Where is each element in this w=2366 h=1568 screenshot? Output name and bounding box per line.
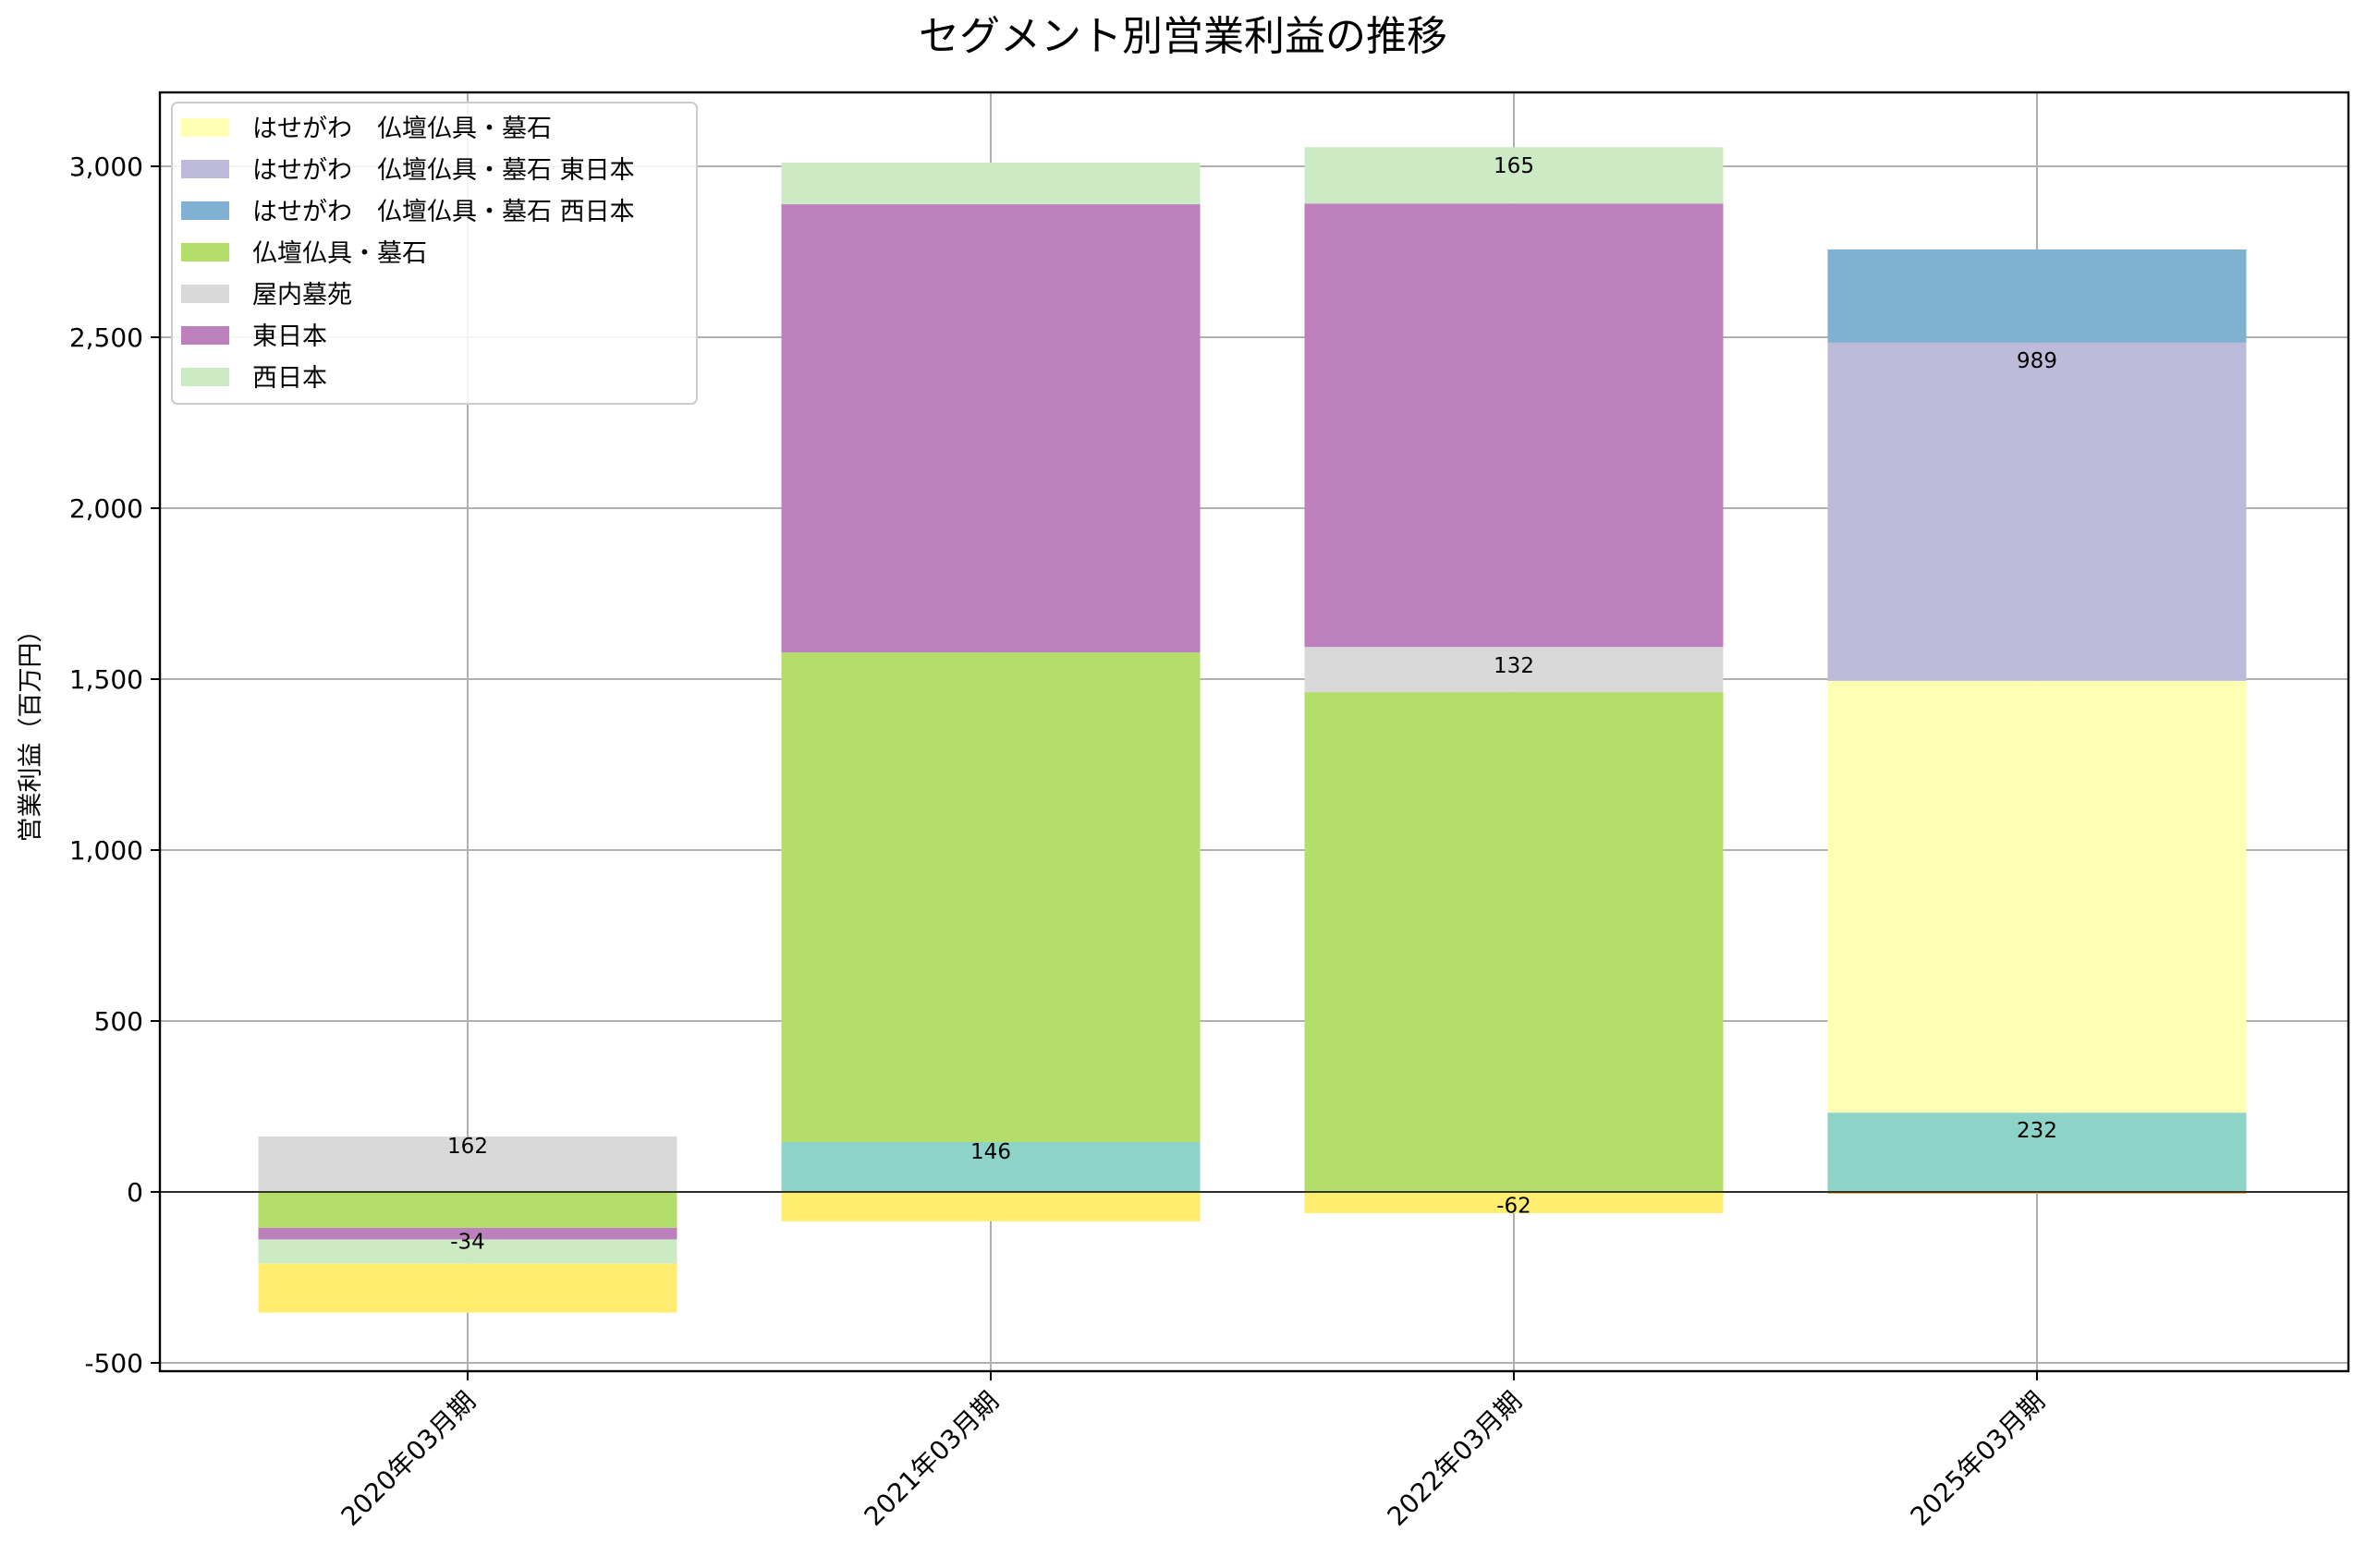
bar-segment (1304, 203, 1724, 648)
bar-value-label: 132 (1494, 654, 1534, 678)
bar-value-label: -62 (1496, 1194, 1531, 1218)
legend-item-label: 屋内墓苑 (252, 281, 352, 310)
bar-segment (1827, 249, 2247, 343)
bar-segment (781, 1141, 1201, 1192)
bar-value-label: 165 (1494, 154, 1534, 178)
chart-title: セグメント別営業利益の推移 (919, 13, 1447, 60)
bar-segment (258, 1263, 677, 1313)
bar-segment (258, 1192, 677, 1228)
legend-swatch (181, 201, 229, 220)
plot-frame (158, 91, 2350, 1373)
bar-segment (781, 652, 1201, 1142)
bar-segment (781, 204, 1201, 653)
bar-segment (1827, 1112, 2247, 1192)
x-tick-label: 2021年03月期 (859, 1386, 1005, 1532)
bar-segment (1304, 692, 1724, 1192)
bar-value-label: 162 (447, 1135, 488, 1159)
x-tick-label: 2022年03月期 (1382, 1386, 1528, 1532)
legend-swatch (181, 368, 229, 386)
bar-value-label: -34 (450, 1231, 485, 1255)
y-tick-label: 1,500 (69, 664, 143, 695)
y-tick-label: 3,000 (69, 152, 143, 182)
bar-segment (1827, 1192, 2247, 1194)
bar-segment (1304, 647, 1724, 693)
legend-item-label: はせがわ 仏壇仏具・墓石 東日本 (252, 156, 635, 185)
bar-segment (258, 1239, 677, 1264)
legend-item-label: はせがわ 仏壇仏具・墓石 西日本 (252, 198, 635, 226)
x-axis: 2020年03月期 2021年03月期 2022年03月期 2025年03月期 (335, 1371, 2051, 1532)
legend-item-label: 東日本 (252, 322, 327, 351)
x-tick-label: 2020年03月期 (335, 1386, 482, 1532)
y-tick-label: 0 (127, 1177, 143, 1208)
legend-swatch (181, 326, 229, 345)
legend-box (171, 102, 698, 405)
legend-swatch (181, 118, 229, 137)
legend-item-label: 西日本 (252, 364, 327, 393)
legend-swatch (181, 160, 229, 178)
bar-series (258, 147, 2247, 1313)
bar-segment (1827, 680, 2247, 1113)
x-tick-label: 2025年03月期 (1905, 1386, 2051, 1532)
bar-segment (258, 1227, 677, 1240)
bar-value-label: 989 (2017, 349, 2057, 373)
bar-segment (1304, 1192, 1724, 1213)
y-tick-label: 2,000 (69, 493, 143, 524)
legend-swatch (181, 285, 229, 303)
bar-segment (781, 1192, 1201, 1222)
y-tick-label: 2,500 (69, 322, 143, 353)
y-axis-label: 営業利益（百万円） (17, 618, 45, 843)
y-tick-label: -500 (84, 1348, 143, 1379)
legend-item-label: はせがわ 仏壇仏具・墓石 (252, 115, 552, 143)
bar-segment (258, 1136, 677, 1192)
legend-item-label: 仏壇仏具・墓石 (252, 239, 427, 268)
bar-segment (1304, 147, 1724, 204)
bar-segment (781, 162, 1201, 205)
bar-value-labels: 162 -34 146 165 132 -62 989 232 (447, 154, 2057, 1255)
bar-value-label: 146 (970, 1140, 1011, 1164)
bar-segment (1827, 342, 2247, 681)
y-axis: -500 0 500 1,000 1,500 2,000 2,500 3,000 (69, 152, 160, 1379)
legend-swatch (181, 243, 229, 261)
y-tick-label: 1,000 (69, 835, 143, 866)
y-tick-label: 500 (94, 1006, 143, 1037)
bar-value-label: 232 (2017, 1119, 2057, 1143)
